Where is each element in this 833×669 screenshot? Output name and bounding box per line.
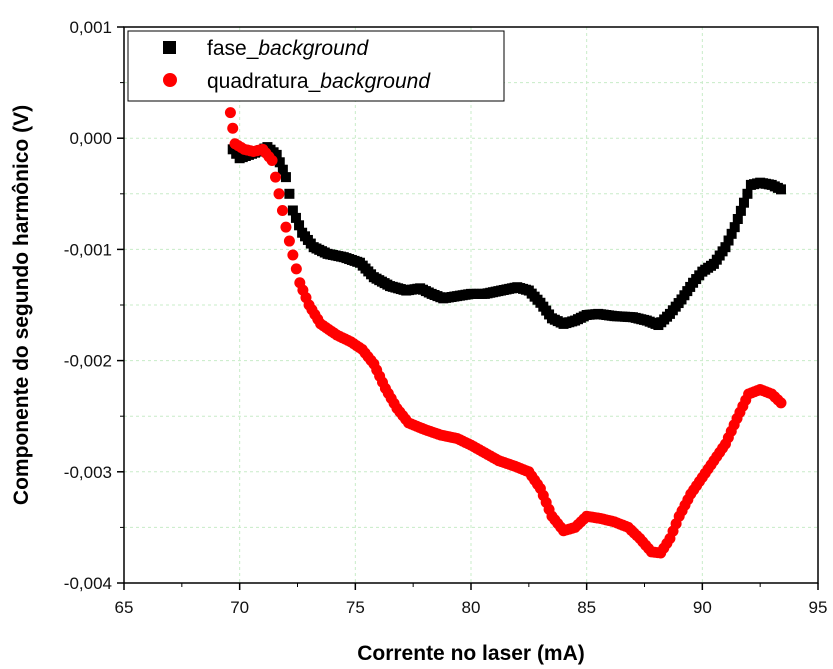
legend-marker-quadratura [163,73,177,87]
data-point [290,212,301,223]
data-point [723,235,734,246]
data-point [227,122,239,134]
data-point [742,188,753,199]
x-tick-label: 95 [809,598,828,617]
legend-marker-fase [163,41,176,54]
legend: fase_background quadratura_background [127,30,505,102]
data-point [720,242,731,253]
legend-label-quadratura: quadratura_background [207,70,431,93]
plot-area [224,107,787,559]
data-point [287,249,299,261]
data-point [775,397,787,409]
x-axis-label: Corrente no laser (mA) [357,642,585,665]
data-point [287,205,298,216]
y-tick-label: -0,004 [64,574,112,593]
data-point [726,228,737,239]
y-tick-label: 0,000 [69,129,112,148]
data-point [280,221,292,233]
series-quadratura [224,107,787,559]
data-point [273,188,285,200]
data-point [729,222,740,233]
data-point [283,235,295,247]
data-point [290,263,302,275]
y-tick-label: -0,001 [64,240,112,259]
data-point [284,188,295,199]
data-point [271,149,282,160]
x-tick-label: 65 [115,598,134,617]
data-point [732,214,743,225]
y-axis-label: Componente do segundo harmônico (V) [10,105,33,505]
legend-label-fase: fase_background [207,37,369,60]
x-tick-label: 70 [230,598,249,617]
data-point [738,197,749,208]
y-tick-label: -0,002 [64,352,112,371]
data-point [277,164,288,175]
x-tick-label: 85 [577,598,596,617]
y-tick-label: -0,003 [64,463,112,482]
data-point [276,204,288,216]
data-point [280,172,291,183]
x-tick-label: 90 [693,598,712,617]
legend-box [127,30,505,102]
data-point [775,184,786,195]
data-point [224,107,236,119]
y-tick-label: 0,001 [69,18,112,37]
x-tick-label: 75 [346,598,365,617]
series-fase [227,142,786,331]
data-point [270,171,282,183]
x-axis: 65 70 75 80 85 90 95 [115,583,828,617]
data-point [266,154,278,166]
x-tick-label: 80 [462,598,481,617]
data-point [735,205,746,216]
data-point [274,157,285,168]
data-point [294,220,305,231]
y-axis: -0,004 -0,003 -0,002 -0,001 0,000 0,001 [64,18,124,593]
